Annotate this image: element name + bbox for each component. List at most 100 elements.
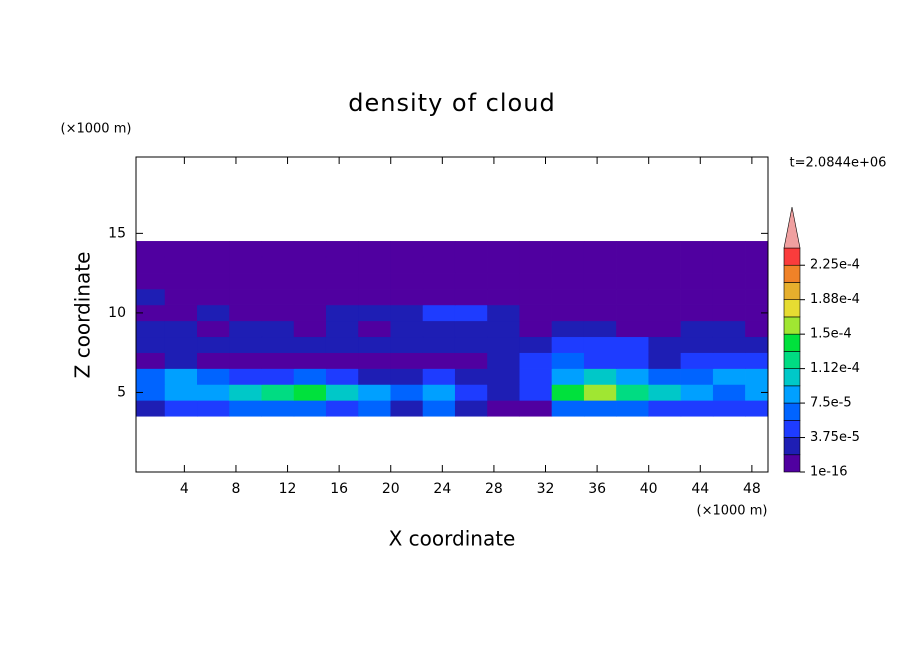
contour-cell [680, 288, 714, 306]
contour-cell [519, 320, 553, 338]
contour-cell [583, 272, 617, 290]
contour-cell [390, 400, 424, 417]
contour-cell [293, 320, 327, 338]
contour-cell [358, 368, 391, 385]
contour-cell [680, 352, 714, 369]
contour-cell [358, 352, 391, 369]
contour-cell [519, 272, 553, 290]
contour-cell [293, 241, 327, 258]
contour-cell [358, 272, 391, 290]
contour-cell [358, 288, 391, 306]
contour-cell [487, 368, 520, 385]
contour-cell [648, 368, 682, 385]
contour-cell [197, 304, 230, 322]
contour-cell [293, 336, 327, 353]
contour-cell [648, 336, 682, 353]
contour-cell [422, 352, 456, 369]
y-tick-label: 10 [108, 305, 126, 321]
chart-title: density of cloud [348, 89, 555, 117]
colorbar-box [783, 264, 801, 283]
contour-cell [712, 400, 746, 417]
contour-cell [680, 400, 714, 417]
contour-cell [680, 304, 714, 322]
y-axis-title: Z coordinate [71, 252, 95, 379]
contour-cell [422, 320, 456, 338]
contour-cell [487, 304, 520, 322]
contour-cell [648, 304, 682, 322]
contour-cell [390, 288, 424, 306]
contour-cell [325, 400, 359, 417]
contour-cell [293, 256, 327, 274]
contour-cell [422, 272, 456, 290]
contour-cell [680, 368, 714, 385]
contour-cell [583, 384, 617, 401]
contour-cell [551, 241, 585, 258]
contour-cell [135, 336, 166, 353]
contour-cell [583, 304, 617, 322]
contour-cell [680, 241, 714, 258]
contour-cell [648, 352, 682, 369]
contour-cell [261, 368, 295, 385]
contour-cell [519, 256, 553, 274]
contour-cell [358, 384, 391, 401]
contour-cell [135, 400, 166, 417]
colorbar-box [783, 316, 801, 335]
contour-cell [519, 352, 553, 369]
colorbar-tick-label: 1.5e-4 [810, 327, 852, 342]
contour-cell [487, 336, 520, 353]
contour-cell [487, 384, 520, 401]
contour-cell [261, 336, 295, 353]
contour-cell [325, 368, 359, 385]
contour-cell [551, 400, 585, 417]
contour-cell [616, 320, 649, 338]
contour-cell [325, 256, 359, 274]
contour-cell [229, 368, 263, 385]
contour-cell [487, 256, 520, 274]
contour-cell [551, 368, 585, 385]
contour-cell [487, 288, 520, 306]
contour-cell [616, 368, 649, 385]
contour-cell [293, 288, 327, 306]
contour-cell [358, 241, 391, 258]
contour-cell [135, 288, 166, 306]
contour-cell [325, 241, 359, 258]
contour-cell [648, 272, 682, 290]
contour-cell [229, 336, 263, 353]
contour-cell [712, 241, 746, 258]
contour-cell [325, 336, 359, 353]
contour-cell [487, 400, 520, 417]
contour-cell [680, 320, 714, 338]
contour-cell [164, 256, 198, 274]
contour-cell [164, 288, 198, 306]
x-tick-label: 24 [433, 481, 451, 497]
contour-cell [712, 256, 746, 274]
contour-cell [616, 241, 649, 258]
contour-cell [551, 336, 585, 353]
contour-cell [616, 336, 649, 353]
contour-cell [197, 384, 230, 401]
x-tick-label: 8 [231, 481, 240, 497]
contour-cell [229, 288, 263, 306]
contour-cell [454, 241, 488, 258]
contour-cell [551, 352, 585, 369]
contour-cell [454, 336, 488, 353]
contour-cell [261, 320, 295, 338]
contour-cell [519, 288, 553, 306]
contour-cell [390, 241, 424, 258]
colorbar-tick-label: 2.25e-4 [810, 258, 860, 273]
contour-cell [197, 272, 230, 290]
contour-cell [390, 384, 424, 401]
contour-cell [712, 320, 746, 338]
contour-cell [422, 241, 456, 258]
contour-cell [197, 352, 230, 369]
time-label: t=2.0844e+06 [790, 156, 887, 171]
contour-cell [712, 288, 746, 306]
contour-cell [519, 384, 553, 401]
contour-cell [487, 272, 520, 290]
contour-cell [293, 368, 327, 385]
contour-cell [358, 336, 391, 353]
colorbar-tick-label: 7.5e-5 [810, 396, 852, 411]
contour-cell [680, 384, 714, 401]
contour-cell [390, 256, 424, 274]
